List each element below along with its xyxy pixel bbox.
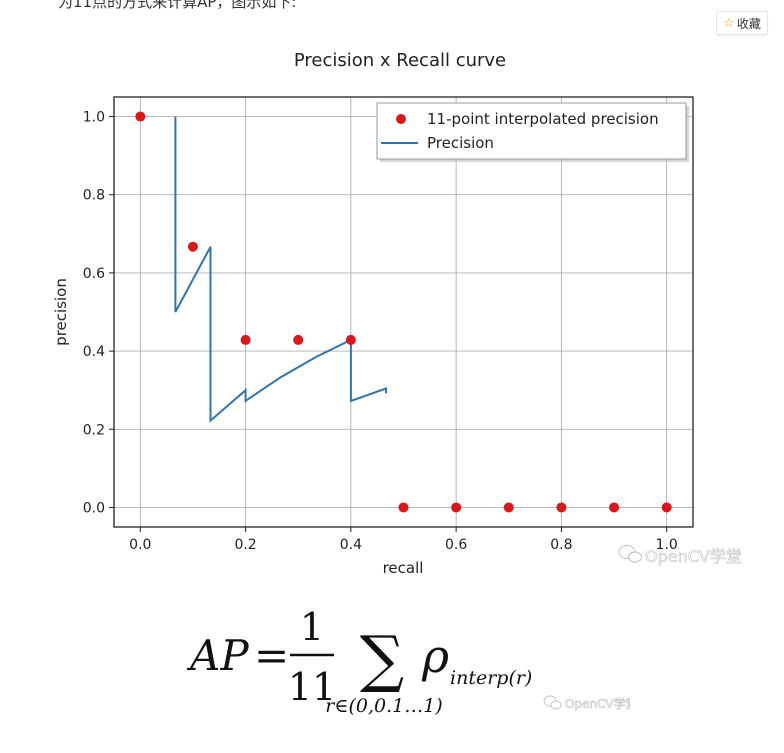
y-tick-label: 0.4 [83,344,105,360]
x-tick-label: 0.6 [445,537,467,553]
chart-title: Precision x Recall curve [294,50,506,71]
formula-lhs: AP [186,631,249,680]
formula-watermark-text: OpenCV学堂 [565,696,630,711]
wechat-icon [618,545,642,563]
grid-lines [114,97,693,527]
watermark: OpenCV学堂 [618,545,742,566]
y-axis-label: precision [52,278,70,346]
interpolated-point [293,334,304,345]
wechat-icon-small [543,695,562,710]
favorite-label: 收藏 [736,16,761,31]
legend: 11-point interpolated precision Precisio… [376,102,689,162]
y-tick-label: 0.2 [83,422,105,438]
interpolated-point [345,334,356,345]
chart-image: Precision x Recall curve 0.0 0.2 0.4 0.6 0.8… [50,38,750,598]
legend-marker-interpolated [396,114,406,124]
x-tick-label: 0.0 [129,537,151,553]
plot-frame [113,96,694,528]
sigma-symbol: ∑ [360,622,404,695]
y-tick-label: 0.0 [83,500,105,516]
legend-box [376,102,687,160]
x-tick-label: 0.8 [550,537,572,553]
formula-subscript: r∈(0,0.1…1) [325,695,442,717]
watermark-text: OpenCV学堂 [645,547,742,566]
legend-label-precision: Precision [427,134,494,152]
x-tick-label: 0.4 [340,537,362,553]
formula-numerator: 1 [300,605,324,649]
y-tick-label: 0.6 [83,266,105,282]
interpolated-point [240,334,251,345]
formula-svg: AP = 1 11 ∑ r∈(0,0.1…1) ρ interp(r) Open… [186,605,630,717]
favorite-button[interactable]: ☆ 收藏 [716,11,768,35]
legend-label-interpolated: 11-point interpolated precision [427,110,659,128]
x-axis-label: recall [383,559,424,577]
formula-equals: = [254,631,289,680]
interpolated-point [556,502,567,513]
ticks: 0.0 0.2 0.4 0.6 0.8 1.0 0.0 0.2 0.4 0.6 0.8 1.0 [83,110,678,553]
precision-line [174,116,387,423]
x-tick-label: 0.2 [234,537,256,553]
interpolated-point [503,502,514,513]
precision-recall-chart: Precision x Recall curve 0.0 0.2 0.4 0.6 0.8… [52,50,742,577]
rho-symbol: ρ [421,629,449,683]
interpolated-point [609,502,620,513]
formula-denominator: 11 [288,665,336,709]
ap-formula: AP = 1 11 ∑ r∈(0,0.1…1) ρ interp(r) Open… [150,600,630,740]
rho-subscript: interp(r) [450,667,532,689]
series-layer [135,111,672,513]
intro-text: 为11点的方式来计算AP，图示如下: [58,0,297,11]
y-tick-label: 0.8 [83,188,105,204]
interpolated-point [398,502,409,513]
x-tick-label: 1.0 [656,537,678,553]
interpolated-point [451,502,462,513]
formula-watermark: OpenCV学堂 [543,695,630,711]
interpolated-point [187,241,198,252]
star-icon: ☆ [723,15,735,31]
interpolated-point [135,111,146,122]
y-tick-label: 1.0 [83,110,105,126]
interpolated-point [661,502,672,513]
